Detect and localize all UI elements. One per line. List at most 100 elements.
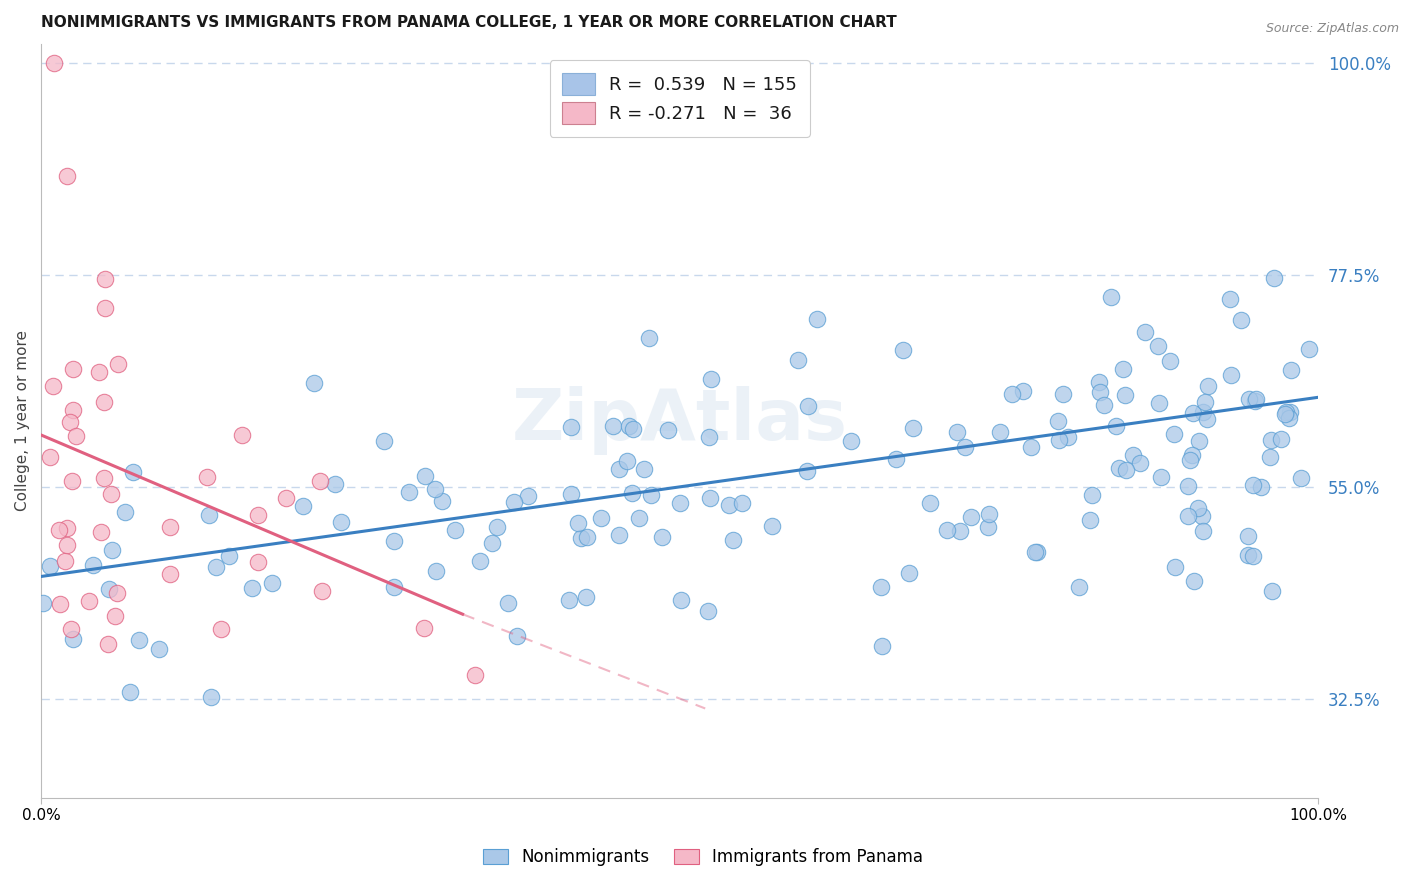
Point bbox=[640, 487, 662, 501]
Point bbox=[1187, 500, 1209, 515]
Point bbox=[651, 530, 673, 544]
Point bbox=[1191, 508, 1213, 523]
Point bbox=[1114, 388, 1136, 402]
Point bbox=[53, 554, 76, 568]
Point bbox=[627, 511, 650, 525]
Point bbox=[884, 452, 907, 467]
Point bbox=[1099, 289, 1122, 303]
Point bbox=[761, 519, 783, 533]
Point bbox=[1159, 354, 1181, 368]
Point bbox=[1078, 513, 1101, 527]
Point bbox=[94, 272, 117, 286]
Point bbox=[1001, 387, 1024, 401]
Point bbox=[48, 523, 70, 537]
Point bbox=[1163, 559, 1185, 574]
Point bbox=[107, 357, 129, 371]
Point bbox=[1108, 460, 1130, 475]
Point bbox=[247, 555, 270, 569]
Point bbox=[430, 493, 453, 508]
Point bbox=[311, 583, 333, 598]
Point bbox=[569, 531, 592, 545]
Point bbox=[1178, 452, 1201, 467]
Point bbox=[55, 169, 77, 183]
Point bbox=[949, 524, 972, 538]
Point bbox=[903, 420, 925, 434]
Point bbox=[1047, 433, 1070, 447]
Legend: Nonimmigrants, Immigrants from Panama: Nonimmigrants, Immigrants from Panama bbox=[474, 840, 932, 875]
Point bbox=[797, 399, 820, 413]
Point bbox=[1177, 479, 1199, 493]
Point bbox=[1188, 434, 1211, 448]
Point bbox=[195, 470, 218, 484]
Point bbox=[1298, 342, 1320, 356]
Point bbox=[503, 495, 526, 509]
Text: Source: ZipAtlas.com: Source: ZipAtlas.com bbox=[1265, 22, 1399, 36]
Point bbox=[872, 639, 894, 653]
Point bbox=[159, 567, 181, 582]
Point bbox=[1279, 405, 1302, 419]
Point bbox=[62, 403, 84, 417]
Point bbox=[308, 475, 330, 489]
Point bbox=[1019, 440, 1042, 454]
Point bbox=[1243, 394, 1265, 409]
Point bbox=[946, 425, 969, 440]
Point bbox=[891, 343, 914, 357]
Point bbox=[602, 418, 624, 433]
Point bbox=[806, 311, 828, 326]
Point bbox=[1011, 384, 1033, 398]
Point bbox=[118, 685, 141, 699]
Point bbox=[1275, 404, 1298, 418]
Legend: R =  0.539   N = 155, R = -0.271   N =  36: R = 0.539 N = 155, R = -0.271 N = 36 bbox=[550, 61, 810, 136]
Point bbox=[560, 420, 582, 434]
Point bbox=[90, 524, 112, 539]
Point bbox=[1181, 406, 1204, 420]
Point bbox=[936, 523, 959, 537]
Text: NONIMMIGRANTS VS IMMIGRANTS FROM PANAMA COLLEGE, 1 YEAR OR MORE CORRELATION CHAR: NONIMMIGRANTS VS IMMIGRANTS FROM PANAMA … bbox=[41, 15, 897, 30]
Point bbox=[1237, 548, 1260, 562]
Point bbox=[1163, 427, 1185, 442]
Point bbox=[128, 633, 150, 648]
Point bbox=[506, 629, 529, 643]
Point bbox=[98, 582, 121, 596]
Point bbox=[413, 621, 436, 635]
Point bbox=[413, 469, 436, 483]
Point bbox=[721, 533, 744, 548]
Point bbox=[1133, 325, 1156, 339]
Point bbox=[1195, 412, 1218, 426]
Point bbox=[260, 575, 283, 590]
Point bbox=[32, 596, 55, 610]
Point bbox=[468, 554, 491, 568]
Text: ZipAtlas: ZipAtlas bbox=[512, 386, 848, 455]
Point bbox=[242, 581, 264, 595]
Point bbox=[100, 486, 122, 500]
Point bbox=[55, 521, 77, 535]
Point bbox=[60, 623, 83, 637]
Point bbox=[274, 491, 297, 506]
Point bbox=[48, 597, 70, 611]
Point bbox=[323, 476, 346, 491]
Point bbox=[1129, 457, 1152, 471]
Point bbox=[1250, 480, 1272, 494]
Point bbox=[39, 450, 62, 464]
Point bbox=[1115, 463, 1137, 477]
Point bbox=[62, 362, 84, 376]
Point bbox=[398, 485, 420, 500]
Point bbox=[65, 429, 87, 443]
Point bbox=[93, 394, 115, 409]
Point bbox=[1197, 378, 1219, 392]
Point bbox=[1147, 339, 1170, 353]
Point bbox=[486, 520, 509, 534]
Point bbox=[869, 580, 891, 594]
Point bbox=[637, 331, 659, 345]
Point bbox=[382, 534, 405, 549]
Point bbox=[425, 482, 447, 496]
Point bbox=[633, 462, 655, 476]
Point bbox=[1241, 478, 1264, 492]
Point bbox=[1219, 293, 1241, 307]
Point bbox=[557, 593, 579, 607]
Point bbox=[1237, 392, 1260, 406]
Point bbox=[105, 586, 128, 600]
Point bbox=[668, 496, 690, 510]
Point bbox=[1229, 313, 1251, 327]
Point bbox=[609, 462, 631, 476]
